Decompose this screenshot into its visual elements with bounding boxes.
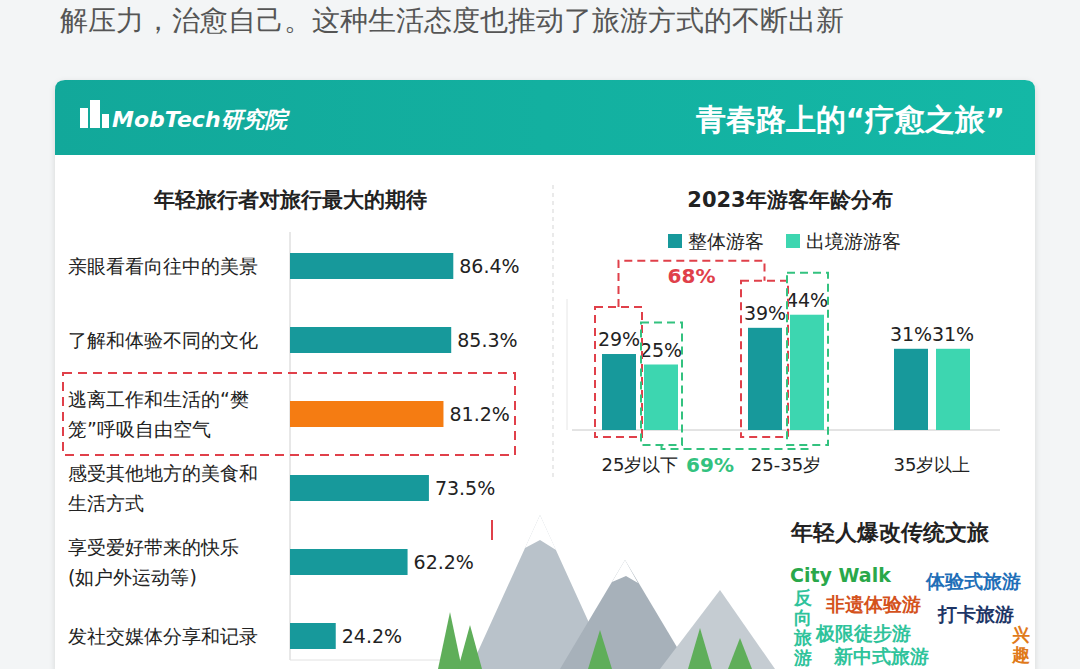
bar: [936, 349, 970, 430]
label-line: (如户外运动等): [68, 566, 197, 588]
bar: [290, 623, 336, 649]
tag: 兴趣: [1011, 624, 1030, 665]
tag-char: 旅: [793, 627, 813, 648]
bar: [602, 354, 636, 430]
panel-title: 青春路上的“疗愈之旅”: [695, 102, 1005, 137]
value-label: 24.2%: [342, 625, 402, 647]
card: [55, 80, 1035, 669]
bar: [290, 475, 429, 501]
tag-char: 反: [793, 587, 812, 608]
chart-title: 年轻旅行者对旅行最大的期待: [153, 188, 427, 212]
decor-mountain: [660, 590, 775, 669]
annotation-connector: [619, 261, 765, 307]
tag: 新中式旅游: [833, 645, 929, 667]
tag: 反向旅游: [793, 587, 813, 668]
legend-swatch: [668, 234, 682, 248]
decor-tree: [688, 628, 712, 669]
category-label: 35岁以上: [894, 454, 971, 475]
value-label: 81.2%: [449, 403, 509, 425]
annotation-box: [787, 273, 828, 445]
bar: [290, 253, 453, 279]
tags-title: 年轻人爆改传统文旅: [790, 520, 990, 545]
category-label: 感受其他地方的美食和生活方式: [68, 462, 258, 514]
decor-tree: [588, 630, 612, 669]
logo-icon: [80, 108, 88, 128]
chart-title: 2023年游客年龄分布: [687, 188, 892, 212]
legend-label: 整体游客: [688, 230, 764, 252]
value-label: 29%: [598, 328, 640, 350]
decor-flag: [491, 520, 493, 540]
category-label: 发社交媒体分享和记录: [68, 625, 258, 647]
value-label: 86.4%: [459, 255, 519, 277]
bar: [644, 365, 678, 431]
bars-group: [290, 253, 453, 649]
label-line: 生活方式: [68, 492, 144, 514]
category-label: 25-35岁: [751, 454, 821, 475]
tag-char: 趣: [1011, 644, 1030, 665]
decor-mountain: [560, 560, 690, 669]
decor-snow: [525, 515, 556, 550]
annotation-connector: [662, 445, 808, 449]
category-label: 25岁以下: [602, 454, 679, 475]
label-line: 享受爱好带来的快乐: [68, 536, 239, 558]
value-label: 31%: [932, 323, 974, 345]
decor-tree: [728, 638, 752, 669]
tag: 极限徒步游: [815, 622, 911, 644]
value-label: 25%: [640, 339, 682, 361]
bar: [290, 401, 443, 427]
category-axis: [290, 232, 291, 660]
value-label: 73.5%: [435, 477, 495, 499]
decor-snow: [612, 560, 638, 583]
bar: [290, 327, 451, 353]
category-axis: [572, 430, 1000, 431]
stage: 解压力，治愈自己。这种生活态度也推动了旅游方式的不断出新 MobTech研究院 青春…: [0, 0, 1080, 669]
annotation-box: [641, 323, 682, 446]
legend-swatch: [786, 234, 800, 248]
separator: [553, 185, 554, 480]
legend-label: 出境游游客: [806, 230, 901, 252]
value-label: 39%: [744, 302, 786, 324]
annotation-box: [595, 307, 642, 437]
value-label: 31%: [890, 323, 932, 345]
card-header: [55, 80, 1035, 155]
brand: MobTech研究院: [112, 107, 290, 132]
label-line: 逃离工作和生活的“樊: [68, 388, 249, 410]
category-label: 了解和体验不同的文化: [68, 329, 258, 351]
category-label: 逃离工作和生活的“樊笼”呼吸自由空气: [68, 388, 249, 440]
highlight-box: [63, 373, 515, 455]
tag-char: 兴: [1011, 624, 1030, 645]
tag: 打卡旅游: [937, 603, 1014, 625]
value-axis: [567, 299, 568, 430]
category-label: 享受爱好带来的快乐 (如户外运动等): [68, 536, 239, 588]
value-label: 62.2%: [414, 551, 474, 573]
tag-char: 游: [793, 647, 812, 668]
category-label: 亲眼看看向往中的美景: [68, 255, 258, 277]
tag: 非遗体验游: [825, 593, 921, 615]
label-line: 了解和体验不同的文化: [68, 329, 258, 351]
value-label: 85.3%: [457, 329, 517, 351]
tag: City Walk: [790, 564, 891, 586]
label-line: 笼”呼吸自由空气: [68, 418, 211, 440]
bar: [790, 315, 824, 430]
logo-icon: [90, 100, 100, 128]
value-label: 44%: [786, 289, 828, 311]
decor-tree: [438, 612, 462, 669]
intro-text: 解压力，治愈自己。这种生活态度也推动了旅游方式的不断出新: [60, 4, 844, 37]
annotation: 68%: [668, 264, 716, 288]
tag-char: 向: [794, 607, 812, 628]
tag: 体验式旅游: [925, 570, 1021, 592]
bar: [894, 349, 928, 430]
bar: [290, 549, 408, 575]
decor-tree: [458, 625, 482, 669]
logo-icon: [102, 114, 109, 128]
annotation-box: [741, 281, 788, 437]
label-line: 亲眼看看向往中的美景: [68, 255, 258, 277]
bar: [748, 328, 782, 430]
annotation: 69%: [686, 453, 734, 477]
label-line: 感受其他地方的美食和: [68, 462, 258, 484]
label-line: 发社交媒体分享和记录: [68, 625, 258, 647]
